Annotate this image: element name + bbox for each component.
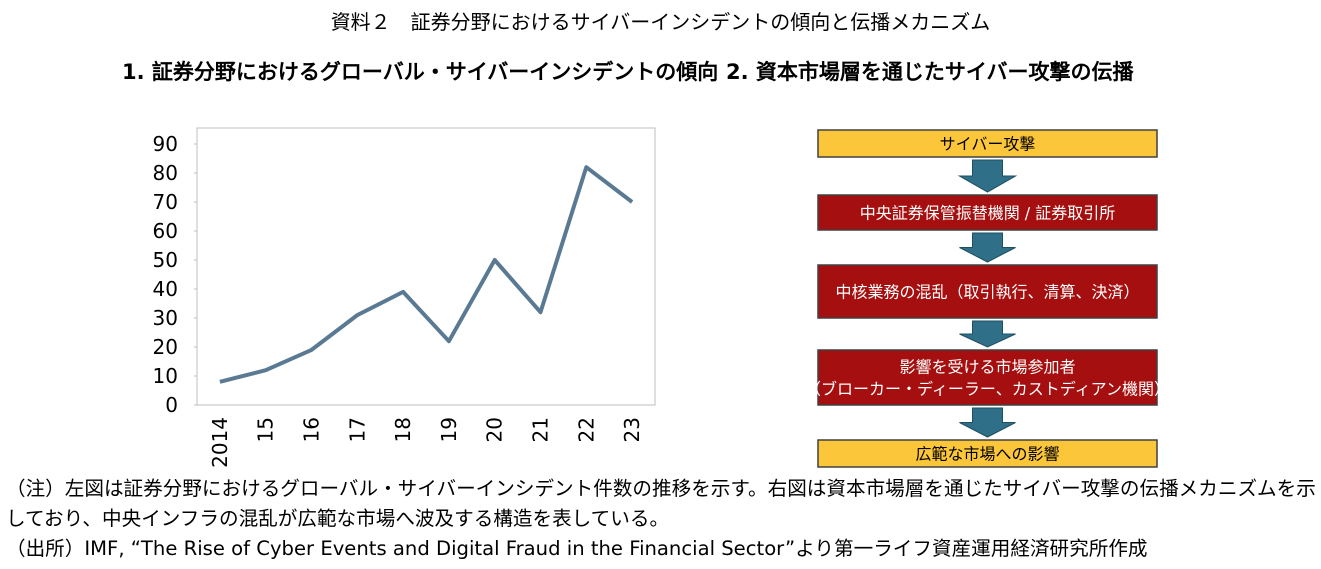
diagram-arrow: [957, 159, 1018, 193]
plot-frame: [196, 127, 656, 406]
y-tick-label: 80: [153, 161, 178, 185]
x-tick-label: 21: [529, 417, 553, 442]
diagram-box: [817, 264, 1158, 319]
notes: （注）左図は証券分野におけるグローバル・サイバーインシデント件数の推移を示す。右…: [6, 474, 1318, 564]
y-tick-label: 90: [153, 132, 178, 156]
diagram-label: （ブローカー・ディーラー、カストディアン機関）: [805, 380, 1170, 399]
x-tick-label: 2014: [208, 417, 232, 468]
x-tick-label: 22: [574, 417, 598, 442]
diagram-box: [817, 129, 1158, 158]
x-tick-label: 15: [254, 417, 278, 442]
diagram-arrow: [959, 232, 1016, 263]
diagram-box: [817, 349, 1158, 406]
y-tick-label: 10: [153, 364, 178, 388]
y-tick-label: 30: [153, 306, 178, 330]
diagram-label: 広範な市場への影響: [915, 445, 1059, 464]
diagram-arrow: [959, 320, 1016, 348]
y-tick-label: 50: [153, 248, 178, 272]
diagram-label: サイバー攻撃: [940, 135, 1036, 154]
diagram-box: [817, 439, 1158, 468]
chart-title: 1. 証券分野におけるグローバル・サイバーインシデントの傾向: [122, 60, 719, 84]
x-tick-label: 23: [620, 417, 644, 442]
y-tick-label: 20: [153, 335, 178, 359]
diagram-arrow: [959, 407, 1016, 438]
note: （注）左図は証券分野におけるグローバル・サイバーインシデント件数の推移を示す。右…: [6, 477, 1316, 530]
x-tick-label: 17: [345, 417, 369, 442]
x-tick-label: 20: [483, 417, 507, 442]
diagram-label: 中央証券保管振替機関 / 証券取引所: [860, 204, 1116, 223]
diagram-title: 2. 資本市場層を通じたサイバー攻撃の伝播: [726, 60, 1134, 84]
diagram-label: 中核業務の混乱（取引執行、清算、決済）: [835, 283, 1139, 302]
y-tick-label: 0: [165, 393, 178, 417]
source: （出所）IMF, “The Rise of Cyber Events and D…: [6, 537, 1148, 560]
chart: 0 10 20 30 40 50 60 70 80 90 2014 15 16 17 18 19 20 21 22 2…: [152, 127, 1170, 468]
y-tick-label: 40: [153, 277, 178, 301]
line: [219, 165, 634, 384]
x-tick-label: 19: [437, 417, 461, 442]
diagram-label: 影響を受ける市場参加者: [899, 358, 1075, 377]
diagram-box: [817, 194, 1158, 231]
y-tick-label: 60: [153, 219, 178, 243]
x-tick-label: 18: [391, 417, 415, 442]
x-tick-label: 16: [300, 417, 324, 442]
y-tick-label: 70: [153, 190, 178, 214]
page-title: 資料２ 証券分野におけるサイバーインシデントの傾向と伝播メカニズム: [330, 10, 991, 34]
